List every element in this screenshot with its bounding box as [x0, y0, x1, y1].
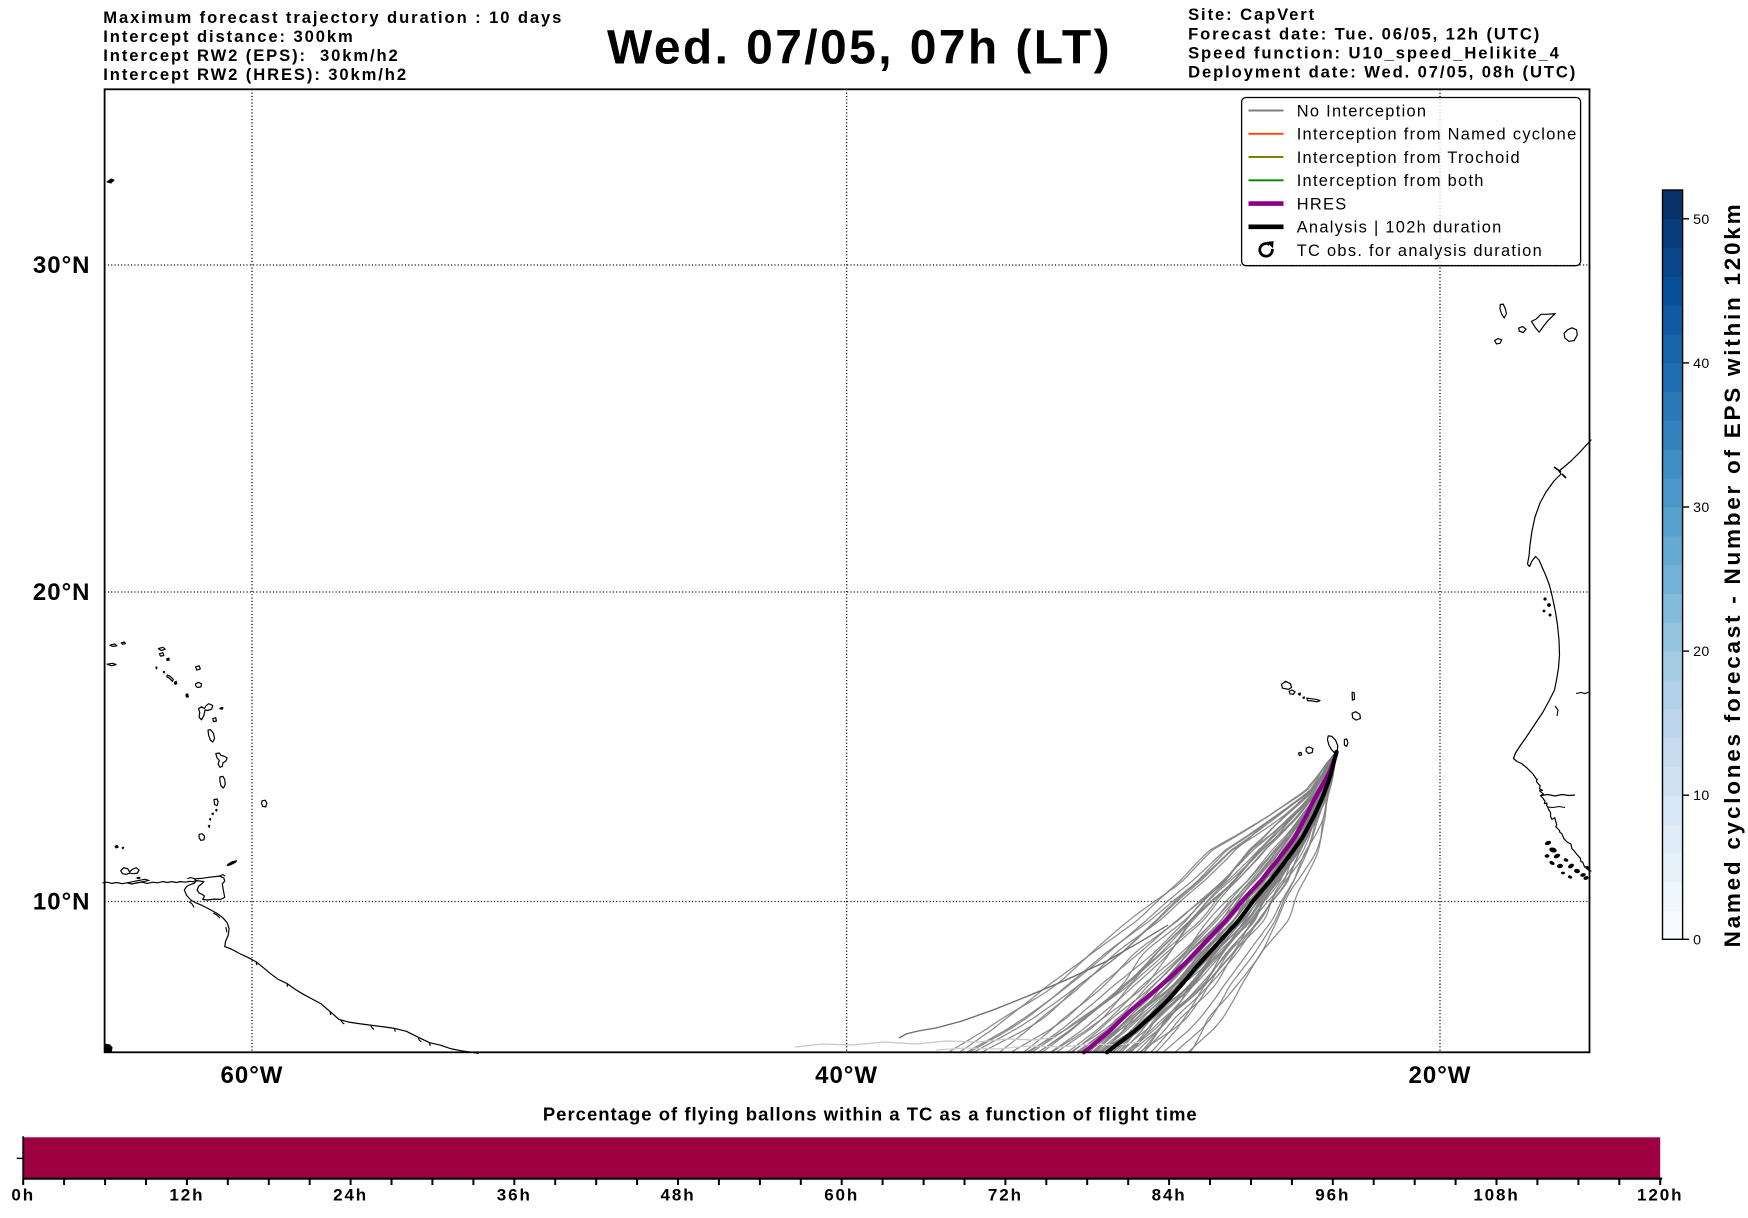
svg-text:Named cyclones forecast - Numb: Named cyclones forecast - Number of EPS … [1720, 202, 1745, 948]
svg-text:Interception from Named cyclon: Interception from Named cyclone [1297, 126, 1578, 144]
svg-text:Speed function: U10_speed_Heli: Speed function: U10_speed_Helikite_4 [1188, 44, 1561, 63]
svg-text:Interception from Trochoid: Interception from Trochoid [1297, 149, 1521, 167]
svg-text:Analysis | 102h duration: Analysis | 102h duration [1297, 219, 1503, 237]
svg-text:24h: 24h [333, 1186, 368, 1205]
svg-text:Intercept RW2 (EPS): 30km/h2: Intercept RW2 (EPS): 30km/h2 [103, 46, 399, 65]
svg-text:Percentage of flying ballons w: Percentage of flying ballons within a TC… [543, 1104, 1198, 1125]
svg-text:40°W: 40°W [815, 1062, 878, 1089]
svg-text:50: 50 [1693, 212, 1710, 228]
svg-text:10°N: 10°N [33, 889, 91, 916]
svg-text:Maximum forecast trajectory du: Maximum forecast trajectory duration : 1… [103, 8, 563, 27]
svg-text:30: 30 [1693, 500, 1710, 516]
svg-text:72h: 72h [988, 1186, 1023, 1205]
svg-text:Forecast date: Tue. 06/05, 12h: Forecast date: Tue. 06/05, 12h (UTC) [1188, 24, 1541, 43]
svg-text:10: 10 [1693, 788, 1710, 804]
svg-text:30°N: 30°N [33, 252, 91, 279]
svg-text:120h: 120h [1637, 1186, 1683, 1205]
svg-text:20°N: 20°N [33, 579, 91, 606]
svg-text:Wed. 07/05, 07h (LT): Wed. 07/05, 07h (LT) [607, 21, 1112, 74]
svg-text:12h: 12h [169, 1186, 204, 1205]
svg-text:84h: 84h [1152, 1186, 1187, 1205]
svg-text:Intercept distance: 300km: Intercept distance: 300km [103, 27, 354, 46]
svg-text:48h: 48h [661, 1186, 696, 1205]
svg-text:Intercept RW2 (HRES): 30km/h2: Intercept RW2 (HRES): 30km/h2 [103, 65, 408, 84]
svg-text:TC obs. for analysis duration: TC obs. for analysis duration [1297, 242, 1543, 260]
svg-text:0: 0 [1693, 932, 1701, 948]
svg-text:60°W: 60°W [221, 1062, 284, 1089]
svg-text:40: 40 [1693, 356, 1710, 372]
svg-text:HRES: HRES [1297, 195, 1348, 213]
svg-text:96h: 96h [1315, 1186, 1350, 1205]
svg-text:Deployment date: Wed. 07/05, 0: Deployment date: Wed. 07/05, 08h (UTC) [1188, 63, 1577, 82]
svg-text:Site: CapVert: Site: CapVert [1188, 5, 1316, 24]
svg-text:36h: 36h [497, 1186, 532, 1205]
svg-text:20°W: 20°W [1409, 1062, 1472, 1089]
svg-text:Interception from both: Interception from both [1297, 172, 1485, 190]
svg-text:60h: 60h [824, 1186, 859, 1205]
svg-text:No Interception: No Interception [1297, 102, 1428, 120]
svg-text:20: 20 [1693, 644, 1710, 660]
svg-text:108h: 108h [1473, 1186, 1519, 1205]
svg-text:0h: 0h [11, 1186, 35, 1205]
